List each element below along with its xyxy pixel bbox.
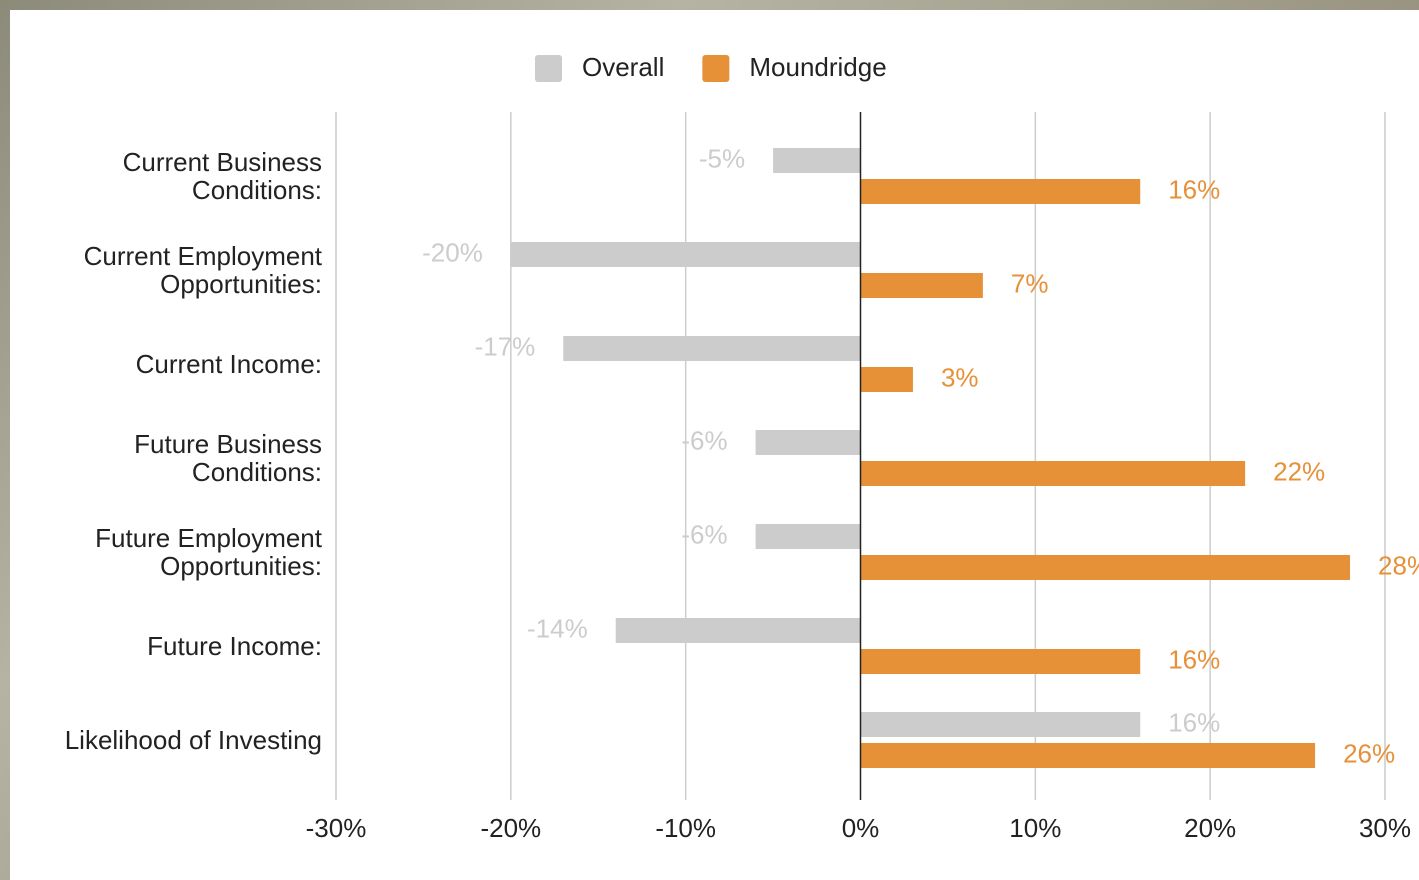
bar <box>860 743 1316 768</box>
data-label: 16% <box>1168 174 1220 204</box>
y-tick-label: Likelihood of Investing <box>64 725 322 755</box>
bar <box>615 618 861 643</box>
x-tick-label: -20% <box>480 813 541 843</box>
y-tick-label: Future Income: <box>147 631 322 661</box>
legend-swatch <box>535 55 562 82</box>
data-label: 22% <box>1273 456 1325 486</box>
data-label: -17% <box>475 331 536 361</box>
x-tick-label: 30% <box>1359 813 1411 843</box>
data-label: -20% <box>422 237 483 267</box>
bar <box>860 367 913 392</box>
x-tick-label: -30% <box>306 813 367 843</box>
bar <box>755 524 861 549</box>
data-label: 16% <box>1168 707 1220 737</box>
data-label: -6% <box>681 425 727 455</box>
y-tick-label: Current Business Conditions: <box>122 147 322 205</box>
bar <box>860 179 1141 204</box>
y-tick-label: Future Employment Opportunities: <box>95 523 322 581</box>
bar <box>860 273 983 298</box>
y-tick-label: Current Income: <box>135 349 322 379</box>
chart-panel <box>10 10 1419 880</box>
legend-swatch <box>702 55 730 82</box>
x-tick-label: 20% <box>1184 813 1236 843</box>
data-label: -14% <box>527 613 588 643</box>
data-label: 28% <box>1378 550 1419 580</box>
bar <box>563 336 861 361</box>
bar <box>755 430 861 455</box>
legend-label: Moundridge <box>749 52 886 82</box>
y-tick-label: Current Employment Opportunities: <box>83 241 322 299</box>
x-tick-label: -10% <box>655 813 716 843</box>
bar <box>860 555 1351 580</box>
x-tick-label: 0% <box>842 813 880 843</box>
data-label: 3% <box>941 362 979 392</box>
data-label: -6% <box>681 519 727 549</box>
bar <box>860 712 1141 737</box>
y-tick-label: Future Business Conditions: <box>134 429 322 487</box>
data-label: 7% <box>1011 268 1049 298</box>
bar <box>773 148 861 173</box>
data-label: 26% <box>1343 738 1395 768</box>
bar <box>510 242 861 267</box>
bar <box>860 649 1141 674</box>
legend-label: Overall <box>582 52 664 82</box>
x-tick-label: 10% <box>1009 813 1061 843</box>
data-label: -5% <box>699 143 745 173</box>
bar <box>860 461 1246 486</box>
data-label: 16% <box>1168 644 1220 674</box>
